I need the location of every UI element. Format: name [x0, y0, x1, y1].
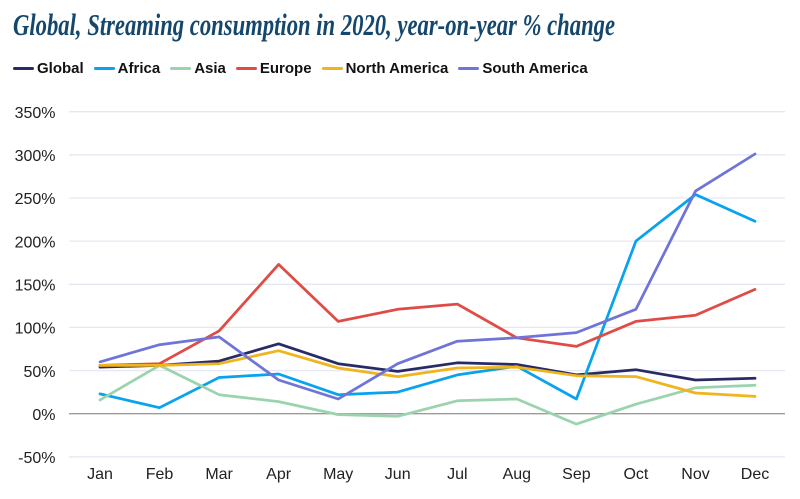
svg-text:250%: 250%	[15, 191, 56, 208]
svg-text:Jun: Jun	[385, 466, 411, 483]
svg-text:100%: 100%	[15, 321, 56, 338]
svg-text:Jan: Jan	[87, 466, 113, 483]
svg-text:Feb: Feb	[146, 466, 174, 483]
svg-text:Sep: Sep	[562, 466, 591, 483]
svg-text:May: May	[323, 466, 353, 483]
svg-text:Aug: Aug	[503, 466, 531, 483]
svg-text:Mar: Mar	[205, 466, 233, 483]
svg-text:Oct: Oct	[623, 466, 648, 483]
svg-text:200%: 200%	[15, 234, 56, 251]
svg-text:350%: 350%	[15, 105, 56, 122]
svg-text:-50%: -50%	[18, 450, 55, 467]
svg-text:Nov: Nov	[681, 466, 709, 483]
svg-text:Dec: Dec	[741, 466, 769, 483]
svg-text:50%: 50%	[23, 364, 55, 381]
svg-text:150%: 150%	[15, 278, 56, 295]
svg-text:Jul: Jul	[447, 466, 467, 483]
svg-text:Apr: Apr	[266, 466, 292, 483]
svg-text:0%: 0%	[32, 407, 55, 424]
svg-text:300%: 300%	[15, 148, 56, 165]
